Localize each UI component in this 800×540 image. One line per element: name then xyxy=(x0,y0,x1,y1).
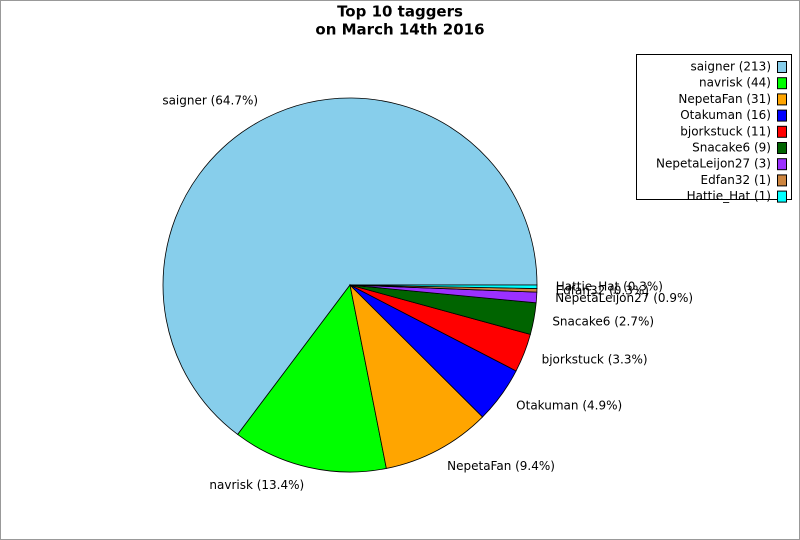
slice-label: NepetaLeijon27 (0.9%) xyxy=(555,291,693,305)
legend-label: saigner (213) xyxy=(690,60,771,74)
legend-label: bjorkstuck (11) xyxy=(680,124,771,138)
slice-label: Edfan32 (0.3%) xyxy=(556,283,649,297)
legend-swatch xyxy=(777,190,787,203)
legend-box xyxy=(636,54,792,200)
legend-swatch xyxy=(777,174,787,187)
legend-swatch xyxy=(777,125,787,138)
slice-label: Hattie_Hat (0.3%) xyxy=(556,279,663,293)
slice-label: saigner (64.7%) xyxy=(162,93,258,107)
legend-label: navrisk (44) xyxy=(699,76,771,90)
legend-swatch xyxy=(777,109,787,122)
pie-slice xyxy=(349,283,484,469)
legend-swatch xyxy=(777,93,787,106)
legend-label: Snacake6 (9) xyxy=(692,141,771,155)
slice-label: Otakuman (4.9%) xyxy=(516,399,622,413)
legend-swatch xyxy=(777,142,787,154)
legend-swatch xyxy=(777,77,787,90)
chart-title: Top 10 taggers xyxy=(337,3,463,21)
slice-label: NepetaFan (9.4%) xyxy=(447,459,555,473)
slice-label: bjorkstuck (3.3%) xyxy=(542,352,648,366)
slice-label: Snacake6 (2.7%) xyxy=(552,315,654,329)
legend-label: Edfan32 (1) xyxy=(701,173,771,187)
legend-swatch xyxy=(777,158,787,171)
legend-label: Otakuman (16) xyxy=(680,108,771,122)
pie-slice xyxy=(349,284,538,289)
slice-label: navrisk (13.4%) xyxy=(209,478,304,492)
legend-label: Hattie_Hat (1) xyxy=(687,189,771,203)
chart-subtitle: on March 14th 2016 xyxy=(315,21,484,39)
legend-label: NepetaLeijon27 (3) xyxy=(656,157,771,171)
legend-swatch xyxy=(777,61,787,73)
pie-slice xyxy=(162,97,538,436)
legend-label: NepetaFan (31) xyxy=(678,92,771,106)
pie-slice xyxy=(237,284,387,473)
